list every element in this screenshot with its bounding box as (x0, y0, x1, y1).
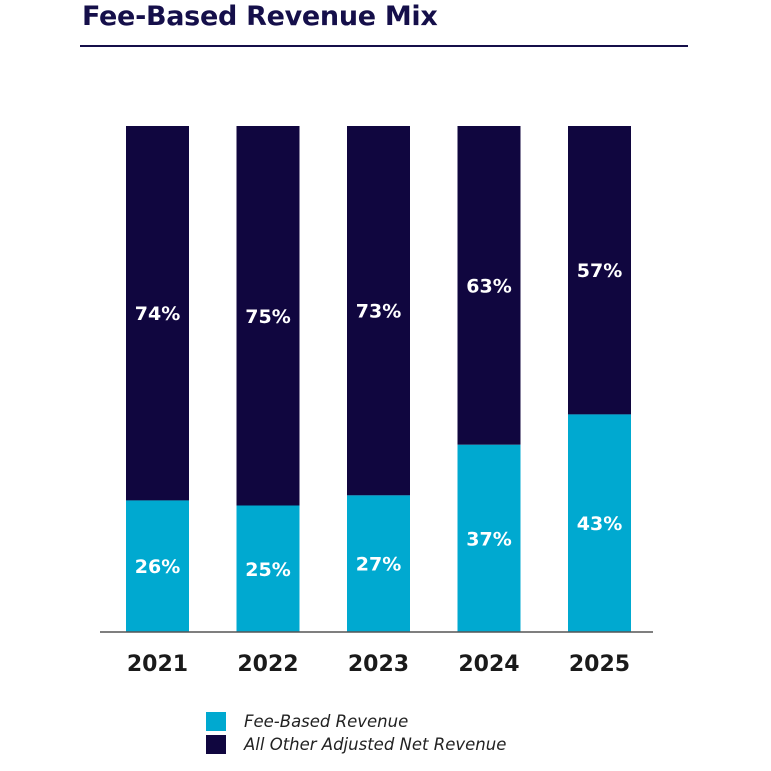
data-label-fee-based-2023: 27% (356, 554, 401, 576)
x-tick-label-2022: 2022 (237, 652, 298, 677)
x-tick-labels: 2021 2022 2023 2024 2025 (127, 652, 630, 677)
x-tick-label-2024: 2024 (458, 652, 519, 677)
bar-fee-based-2023 (347, 495, 410, 632)
legend-item-other: All Other Adjusted Net Revenue (206, 733, 506, 756)
x-tick-label-2021: 2021 (127, 652, 188, 677)
bars-group: 74% 26% 75% 25% 73% 27% 63% 37% 57% 43% (126, 126, 631, 632)
data-label-fee-based-2021: 26% (135, 556, 180, 578)
bar-fee-based-2025 (568, 414, 631, 632)
chart-title: Fee-Based Revenue Mix (82, 1, 438, 32)
data-label-other-2025: 57% (577, 260, 622, 282)
bar-other-2025 (568, 126, 631, 415)
legend-item-fee-based: Fee-Based Revenue (206, 710, 506, 733)
data-label-other-2023: 73% (356, 301, 401, 323)
data-label-fee-based-2022: 25% (245, 559, 290, 581)
stacked-bar-chart: 74%26%75%25%73%27%63%37%57%43% 2021 2022 2… (100, 126, 653, 677)
legend-label-other: All Other Adjusted Net Revenue (244, 735, 507, 754)
data-label-other-2021: 74% (135, 303, 180, 325)
legend: Fee-Based Revenue All Other Adjusted Net… (206, 710, 506, 756)
legend-swatch-other (206, 735, 226, 754)
data-label-other-2024: 63% (466, 275, 511, 297)
bar-fee-based-2021 (126, 500, 189, 632)
data-label-fee-based-2025: 43% (577, 513, 622, 535)
x-tick-label-2025: 2025 (569, 652, 630, 677)
data-label-other-2022: 75% (245, 306, 290, 328)
legend-label-fee-based: Fee-Based Revenue (244, 712, 409, 731)
bar-fee-based-2024 (457, 444, 521, 632)
x-tick-label-2023: 2023 (348, 652, 409, 677)
bar-other-2021 (126, 126, 189, 501)
bar-fee-based-2022 (236, 505, 300, 632)
title-underline (80, 45, 688, 47)
legend-swatch-fee-based (206, 712, 226, 731)
data-label-fee-based-2024: 37% (466, 528, 511, 550)
bar-other-2024 (457, 126, 521, 445)
bar-other-2023 (347, 126, 410, 496)
bar-other-2022 (236, 126, 300, 506)
